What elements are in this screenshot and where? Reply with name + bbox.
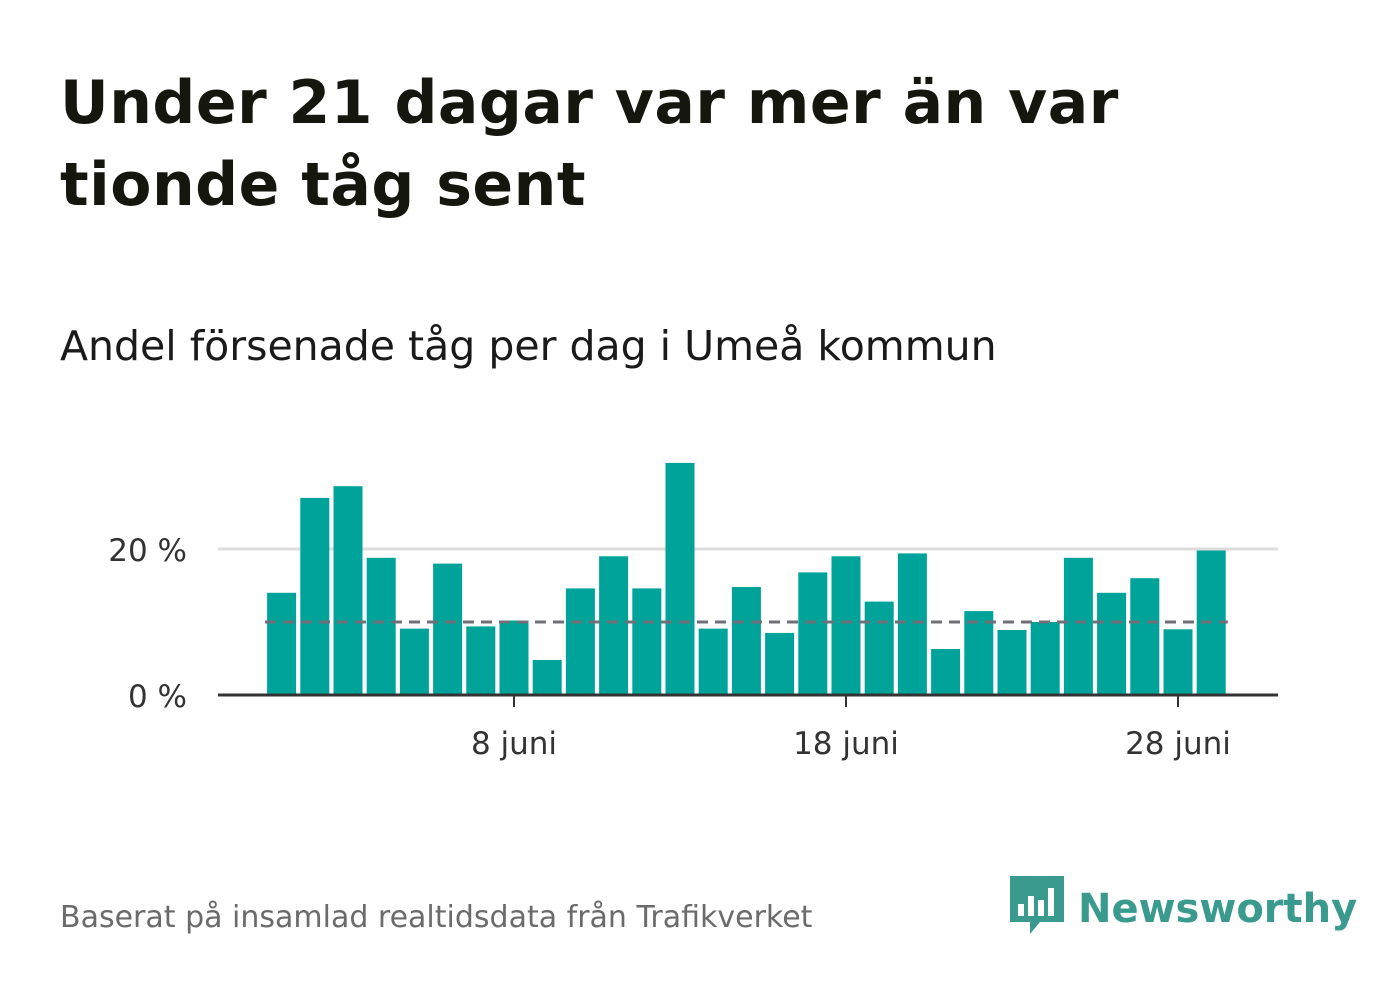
bar — [698, 628, 728, 695]
bar — [897, 553, 927, 695]
bar — [1063, 557, 1093, 695]
bars — [267, 462, 1226, 695]
bar — [665, 462, 695, 695]
bar — [864, 601, 894, 695]
bar — [1097, 592, 1127, 695]
brand-logo[interactable]: Newsworthy — [1010, 876, 1357, 942]
bar — [267, 592, 297, 695]
bar — [765, 632, 795, 695]
bar — [1130, 578, 1160, 695]
x-tick-label: 18 juni — [793, 726, 899, 762]
bar — [333, 486, 363, 695]
bar — [964, 611, 994, 695]
bar — [565, 588, 595, 695]
bar — [399, 628, 429, 695]
bar — [599, 556, 629, 695]
x-tick-label: 8 juni — [471, 726, 557, 762]
chart-title: Under 21 dagar var mer än var tionde tåg… — [60, 68, 1119, 220]
bar — [831, 556, 861, 695]
bar-chart: 0 % 20 % 8 juni 18 juni 28 juni — [108, 462, 1278, 762]
bar — [1030, 622, 1060, 695]
bar — [931, 649, 961, 695]
y-tick-label: 20 % — [108, 533, 187, 569]
source-note: Baserat på insamlad realtidsdata från Tr… — [60, 900, 813, 935]
x-tick-label: 28 juni — [1125, 726, 1231, 762]
chart-subtitle: Andel försenade tåg per dag i Umeå kommu… — [60, 322, 997, 370]
bar — [433, 563, 463, 695]
bar — [798, 572, 828, 695]
bar — [997, 630, 1027, 695]
brand-name: Newsworthy — [1078, 886, 1358, 932]
axes: 0 % 20 % 8 juni 18 juni 28 juni — [108, 533, 1278, 762]
bar — [300, 497, 330, 695]
bar — [366, 557, 396, 695]
bar — [1163, 629, 1193, 695]
y-tick-label: 0 % — [128, 679, 187, 715]
bar — [632, 588, 662, 695]
bar — [466, 626, 496, 695]
bar — [532, 660, 562, 695]
bar — [499, 620, 529, 695]
newsworthy-logo-icon — [1010, 876, 1064, 942]
bar — [731, 587, 761, 695]
